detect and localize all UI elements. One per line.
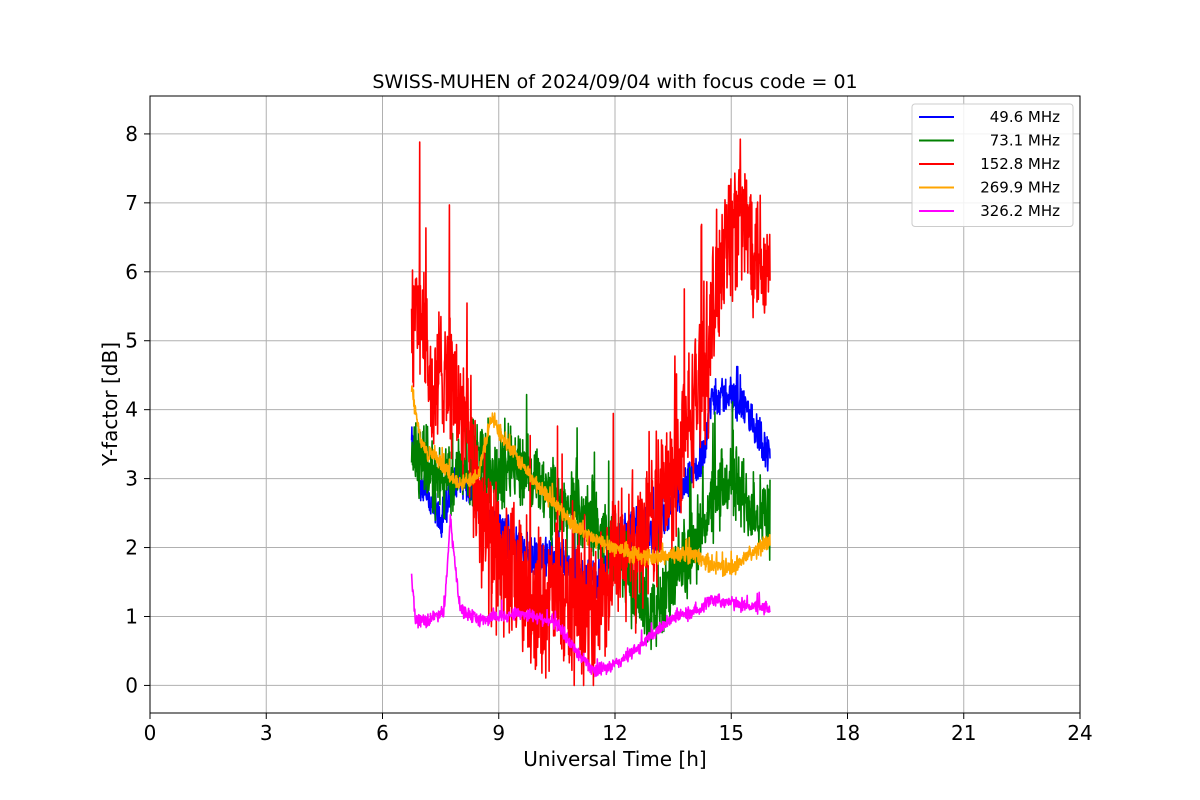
x-tick-label: 12	[602, 721, 627, 745]
x-tick-label: 21	[951, 721, 976, 745]
x-axis-label: Universal Time [h]	[523, 747, 706, 771]
x-tick-label: 6	[376, 721, 389, 745]
series-layer	[410, 138, 771, 687]
chart-title: SWISS-MUHEN of 2024/09/04 with focus cod…	[372, 71, 857, 93]
series-line	[410, 514, 771, 678]
x-tick-label: 3	[260, 721, 273, 745]
x-tick-label: 24	[1067, 721, 1092, 745]
legend-entry: 326.2 MHz	[980, 202, 1060, 220]
x-tick-label: 0	[144, 721, 157, 745]
y-tick-label: 0	[125, 673, 138, 697]
y-tick-label: 3	[125, 467, 138, 491]
y-tick-label: 2	[125, 536, 138, 560]
legend-entry: 73.1 MHz	[990, 132, 1060, 150]
y-axis-label: Y-factor [dB]	[98, 342, 122, 467]
y-tick-label: 7	[125, 191, 138, 215]
y-tick-label: 6	[125, 260, 138, 284]
legend-entry: 269.9 MHz	[980, 179, 1060, 197]
x-axis: 0 3 6 9 12 15 18 21 24	[144, 713, 1093, 745]
series-line	[410, 385, 771, 577]
series-line	[410, 138, 771, 687]
legend-entry: 49.6 MHz	[990, 108, 1060, 126]
x-tick-label: 15	[719, 721, 744, 745]
y-tick-label: 1	[125, 604, 138, 628]
y-tick-label: 4	[125, 398, 138, 422]
x-tick-label: 18	[835, 721, 860, 745]
x-tick-label: 9	[492, 721, 505, 745]
legend-box	[911, 103, 1074, 227]
legend: 49.6 MHz 73.1 MHz 152.8 MHz 269.9 MHz 326.2 …	[911, 103, 1074, 227]
y-tick-label: 8	[125, 122, 138, 146]
y-tick-label: 5	[125, 329, 138, 353]
legend-entry: 152.8 MHz	[980, 155, 1060, 173]
y-axis: 0 1 2 3 4 5 6 7 8	[125, 122, 150, 697]
